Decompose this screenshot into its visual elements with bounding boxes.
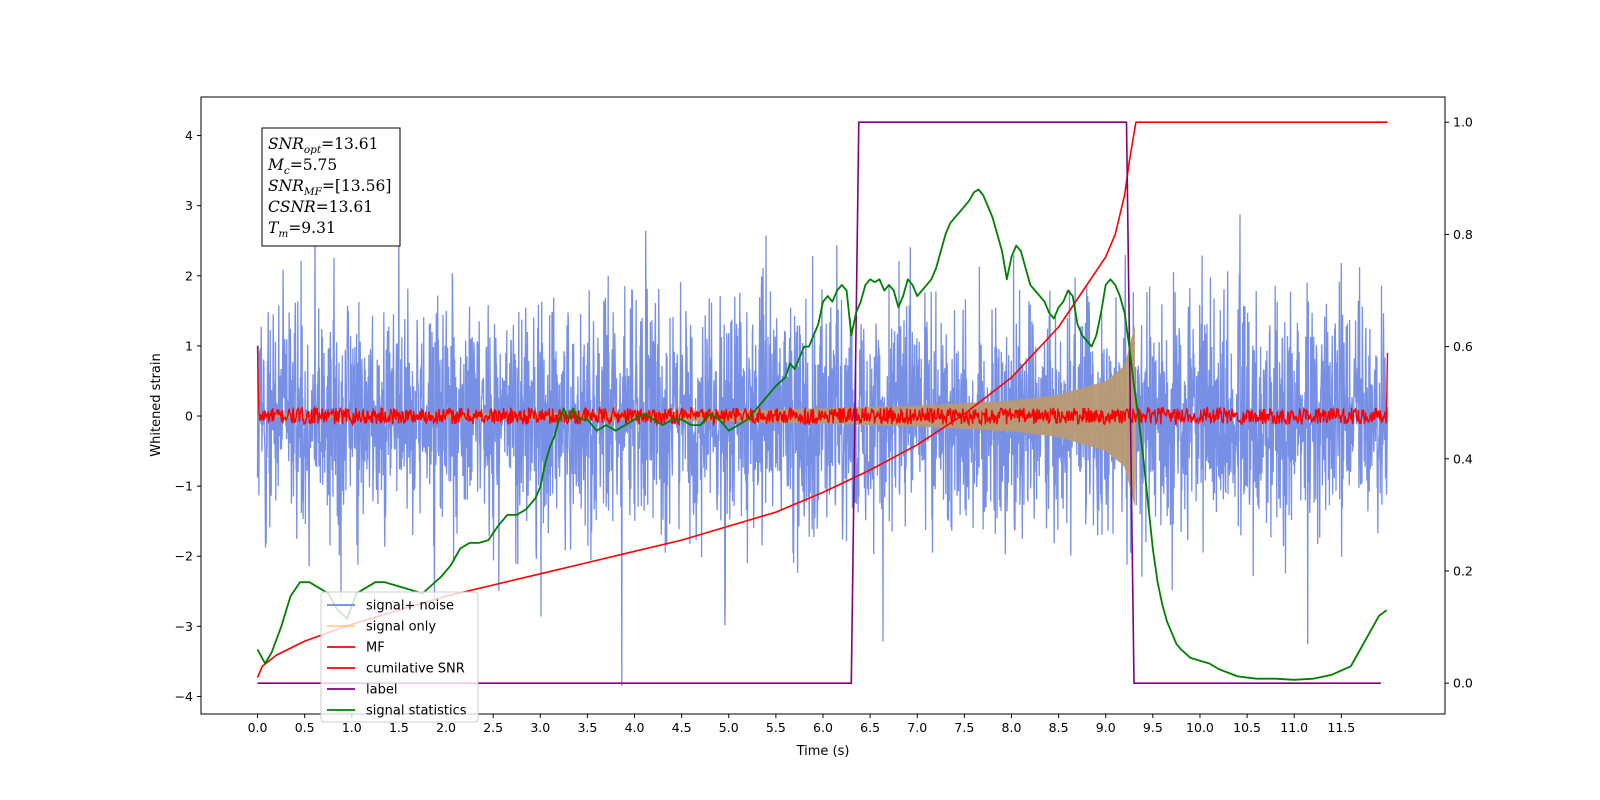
x-tick-label: 3.0 [530,720,550,735]
svg-text:CSNR=13.61: CSNR=13.61 [268,198,373,216]
x-tick-label: 11.0 [1280,720,1308,735]
info-snr-opt: =13.61 [321,135,378,153]
series-label [257,121,1381,684]
x-axis-label: Time (s) [796,744,850,759]
legend-label: MF [366,641,385,656]
x-tick-label: 10.0 [1186,720,1214,735]
x-tick-label: 4.0 [625,720,645,735]
info-snr-mf: =[13.56] [322,177,391,195]
svg-text:Tm=9.31: Tm=9.31 [268,219,336,240]
y-tick-label: 2 [185,268,193,283]
chart-legend: signal+ noise signal only MF cumilative SNR… [320,591,479,723]
legend-label: cumilative SNR [366,662,465,677]
info-tm: =9.31 [288,219,336,237]
x-tick-label: 2.0 [436,720,456,735]
x-tick-label: 2.5 [483,720,503,735]
x-tick-label: 6.5 [860,720,880,735]
x-tick-label: 4.5 [672,720,692,735]
y2-axis-ticks: 1.0 0.8 0.6 0.4 0.2 0.0 [1445,115,1473,691]
y-axis-ticks: 4 3 2 1 0 −1 −2 −3 −4 [175,128,201,704]
legend-label: signal+ noise [366,599,454,614]
x-tick-label: 1.5 [389,720,409,735]
y2-tick-label: 0.0 [1453,676,1473,691]
legend-label: label [366,683,397,698]
y-tick-label: 3 [185,198,193,213]
svg-text:SNRopt=13.61: SNRopt=13.61 [268,135,379,156]
x-tick-label: 9.5 [1143,720,1163,735]
y-tick-label: −2 [175,549,193,564]
x-tick-label: 0.5 [295,720,315,735]
y2-tick-label: 0.4 [1453,451,1473,466]
info-box: SNRopt=13.61 Mc=5.75 SNRMF=[13.56] CSNR=… [261,127,401,247]
y-tick-label: −1 [175,479,193,494]
info-mc: =5.75 [290,156,338,174]
series-signal-statistics [256,188,1388,681]
y-tick-label: 4 [185,128,193,143]
x-tick-label: 3.5 [577,720,597,735]
y2-tick-label: 0.8 [1453,227,1473,242]
legend-label: signal statistics [366,704,467,719]
x-axis-ticks: 0.0 0.5 1.0 1.5 2.0 2.5 3.0 3.5 4.0 4.5 5.0 5.5 6.0 6… [248,714,1355,735]
legend-label: signal only [366,620,436,635]
y-tick-label: 0 [185,409,193,424]
x-tick-label: 5.5 [766,720,786,735]
y2-tick-label: 0.2 [1453,563,1473,578]
series-mf [256,345,1389,427]
x-tick-label: 11.5 [1327,720,1355,735]
svg-text:SNRMF=[13.56]: SNRMF=[13.56] [268,177,391,198]
y-tick-label: −3 [175,619,193,634]
x-tick-label: 10.5 [1233,720,1261,735]
svg-text:Mc=5.75: Mc=5.75 [267,156,337,177]
y-axis-label: Whitened strain [149,353,164,456]
y2-tick-label: 1.0 [1453,115,1473,130]
y2-tick-label: 0.6 [1453,339,1473,354]
x-tick-label: 6.0 [813,720,833,735]
x-tick-label: 7.5 [954,720,974,735]
x-tick-label: 0.0 [248,720,268,735]
y-tick-label: 1 [185,338,193,353]
x-tick-label: 8.5 [1049,720,1069,735]
x-tick-label: 5.0 [719,720,739,735]
x-tick-label: 9.0 [1096,720,1116,735]
x-tick-label: 7.0 [907,720,927,735]
info-csnr: =13.61 [316,198,373,216]
y-tick-label: −4 [175,689,193,704]
x-tick-label: 8.0 [1002,720,1022,735]
series-signal-noise [256,187,1389,687]
x-tick-label: 1.0 [342,720,362,735]
